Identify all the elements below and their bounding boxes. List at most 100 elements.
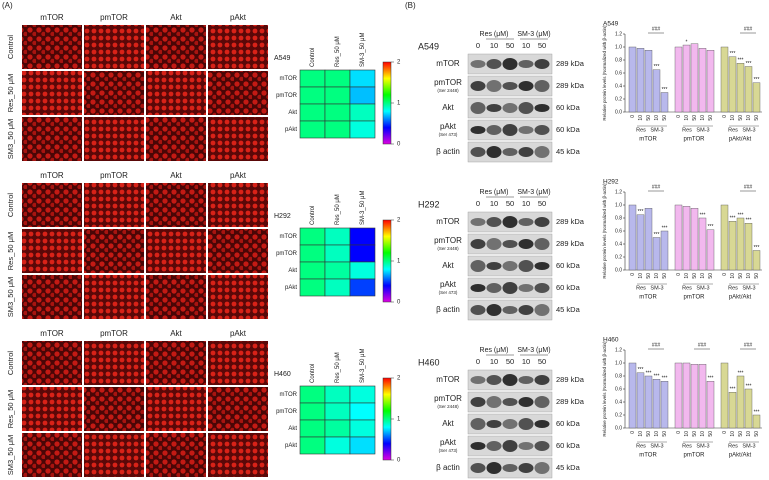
treatment-label: Res_50 μM	[6, 232, 15, 271]
y-axis-label: Relative protein levels (Normalized with…	[602, 25, 607, 121]
blot-band	[470, 126, 486, 134]
heatmap-cell	[299, 419, 326, 438]
heatmap-cell	[324, 86, 351, 105]
heatmap-column-label: Res_50 μM	[335, 36, 341, 67]
heatmap-cell	[349, 86, 376, 105]
bar	[628, 362, 637, 429]
blot-band	[518, 81, 534, 91]
group-label: pAkt/Akt	[729, 453, 752, 459]
heatmap-cell	[349, 69, 376, 88]
bar	[682, 362, 691, 429]
bar	[674, 204, 683, 271]
blot-band	[518, 376, 534, 384]
protein-label: mTOR	[436, 59, 460, 68]
dose-label: 10	[522, 357, 530, 366]
significance-mark: ***	[646, 370, 652, 376]
bar	[736, 217, 745, 271]
dose-label: 50	[538, 41, 546, 50]
group-label: mTOR	[639, 295, 657, 301]
bar	[682, 44, 691, 113]
micrograph	[208, 25, 268, 69]
bar	[636, 48, 645, 113]
colorbar-tick-label: 2	[397, 218, 401, 224]
stain-label: Akt	[170, 13, 182, 22]
cell-line-label: A549	[418, 41, 439, 51]
blot-band	[486, 462, 502, 474]
bar	[736, 63, 745, 113]
blot-band	[502, 82, 518, 90]
blot-band	[502, 440, 518, 452]
protein-label: Akt	[442, 261, 454, 270]
subgroup-label: SM-3	[696, 127, 709, 133]
heatmap-cell	[324, 69, 351, 88]
molecular-weight: 45 kDa	[556, 305, 581, 314]
subgroup-label: Res	[728, 443, 738, 449]
heatmap-row-label: mTOR	[279, 392, 297, 398]
blot-band	[502, 419, 518, 429]
heatmap-column-label: Res_50 μM	[335, 194, 341, 225]
blot-band	[518, 260, 534, 272]
molecular-weight: 289 kDa	[556, 397, 585, 406]
blot-band	[502, 464, 518, 472]
bar	[728, 392, 737, 429]
treatment-header: Res (μM)	[480, 31, 509, 38]
heatmap-column-label: SM-3_50 μM	[360, 349, 366, 383]
treatment-label: Control	[6, 193, 15, 218]
cell-line-label: H460	[418, 357, 440, 367]
x-tick-label: 10	[684, 431, 690, 437]
cell-line-label: H292	[418, 199, 440, 209]
heatmap-cell	[299, 86, 326, 105]
subgroup-label: Res	[636, 443, 646, 449]
y-axis-label: Relative protein levels (Normalized with…	[602, 183, 607, 279]
bar	[644, 375, 653, 429]
micrograph	[208, 387, 268, 431]
colorbar-tick-label: 0	[397, 300, 401, 306]
heatmap-cell	[324, 261, 351, 280]
blot-band	[534, 217, 550, 227]
heatmap-cell	[349, 278, 376, 297]
molecular-weight: 60 kDa	[556, 441, 581, 450]
protein-label: mTOR	[436, 217, 460, 226]
significance-mark: ***	[708, 376, 714, 382]
micrograph	[146, 387, 206, 431]
micrograph	[22, 341, 82, 385]
blot-band	[502, 58, 518, 70]
significance-mark: ***	[654, 232, 660, 238]
x-tick-label: 10	[730, 115, 736, 121]
bar	[628, 46, 637, 113]
blot-band	[518, 239, 534, 249]
treatment-label: Control	[6, 351, 15, 376]
x-tick-label: 50	[738, 431, 744, 437]
heatmap-cell	[349, 103, 376, 122]
blot-band	[518, 60, 534, 68]
heatmap-cell	[349, 385, 376, 404]
heatmap-column-label: Res_50 μM	[335, 352, 341, 383]
blot-band	[486, 396, 502, 408]
colorbar-tick-label: 2	[397, 376, 401, 382]
molecular-weight: 60 kDa	[556, 103, 581, 112]
micrograph	[208, 229, 268, 273]
heatmap-row-label: Akt	[288, 268, 297, 274]
micrograph	[84, 387, 144, 431]
heatmap-row-label: mTOR	[279, 76, 297, 82]
dose-label: 50	[506, 357, 514, 366]
significance-mark: ***	[754, 245, 760, 251]
phospho-site: (Ser 2448)	[437, 404, 459, 409]
protein-label: mTOR	[436, 375, 460, 384]
colorbar	[382, 219, 392, 303]
y-tick-label: 1.2	[615, 347, 622, 353]
heatmap-column-label: SM-3_50 μM	[360, 191, 366, 225]
micrograph	[208, 433, 268, 477]
comparison-mark: ###	[744, 342, 753, 348]
heatmap-cell	[299, 436, 326, 455]
blot-band	[502, 306, 518, 314]
subgroup-label: Res	[636, 285, 646, 291]
heatmap-cell	[299, 385, 326, 404]
group-label: pmTOR	[684, 295, 706, 301]
x-tick-label: 50	[662, 431, 668, 437]
x-tick-label: 10	[684, 273, 690, 279]
x-tick-label: 10	[638, 431, 644, 437]
significance-mark: ***	[746, 383, 752, 389]
treatment-label: Control	[6, 35, 15, 60]
colorbar	[382, 377, 392, 461]
